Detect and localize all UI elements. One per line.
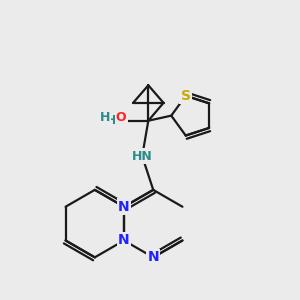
Text: HN: HN: [132, 150, 153, 163]
Text: N: N: [147, 250, 159, 264]
Text: S: S: [181, 89, 191, 103]
Text: N: N: [118, 233, 130, 248]
Text: HO: HO: [106, 114, 127, 127]
Text: N: N: [118, 200, 130, 214]
Text: H: H: [100, 111, 110, 124]
Text: O: O: [116, 111, 127, 124]
